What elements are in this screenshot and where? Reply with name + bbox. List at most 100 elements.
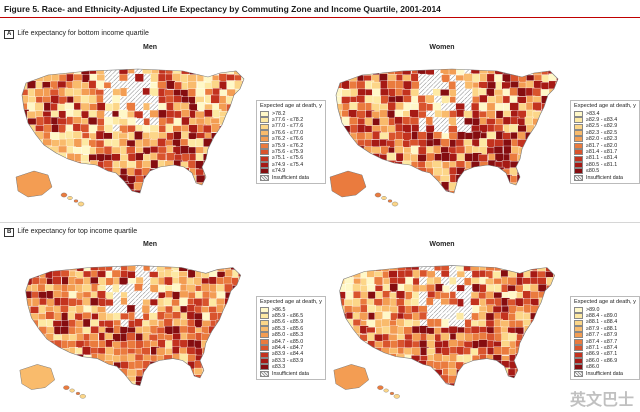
commuting-zone-cell [223, 319, 233, 328]
commuting-zone-cell [553, 290, 555, 300]
commuting-zone-cell [51, 181, 61, 191]
commuting-zone-cell [515, 311, 525, 321]
commuting-zone-cell [533, 190, 543, 193]
commuting-zone-cell [464, 88, 474, 98]
commuting-zone-cell [549, 183, 558, 192]
commuting-zone-cell [241, 116, 244, 126]
commuting-zone-cell [501, 189, 511, 193]
commuting-zone-cell [494, 375, 504, 385]
legend-swatch [260, 130, 269, 137]
commuting-zone-cell [66, 166, 76, 176]
commuting-zone-cell [530, 319, 540, 328]
commuting-zone-cell [396, 290, 406, 300]
commuting-zone-cell [96, 383, 106, 386]
commuting-zone-cell [336, 159, 343, 169]
commuting-zone-cell [479, 167, 490, 177]
commuting-zone-cell [223, 347, 233, 356]
commuting-zone-cell [157, 174, 167, 184]
commuting-zone-cell [464, 189, 474, 193]
panel-a-heading: A Life expectancy for bottom income quart… [4, 30, 149, 39]
legend-label: >83.4 [586, 110, 600, 117]
commuting-zone-cell [126, 283, 136, 293]
commuting-zone-cell [359, 311, 369, 321]
commuting-zone-cell [367, 382, 377, 386]
commuting-zone-cell [53, 367, 63, 377]
commuting-zone-cell [546, 277, 555, 286]
commuting-zone-cell [22, 123, 29, 133]
commuting-zone-cell [179, 368, 189, 378]
commuting-zone-cell [526, 124, 536, 134]
commuting-zone-cell [479, 94, 489, 104]
commuting-zone-cell [90, 297, 100, 307]
legend-swatch [260, 338, 269, 345]
commuting-zone-cell [556, 69, 558, 77]
commuting-zone-cell [541, 95, 551, 105]
commuting-zone-cell [242, 88, 244, 97]
commuting-zone-cell [234, 124, 244, 133]
commuting-zone-cell [526, 182, 536, 192]
legend-label: ≥84.4 - ≤84.7 [272, 345, 304, 352]
commuting-zone-cell [388, 190, 398, 193]
commuting-zone-cell [68, 376, 78, 385]
commuting-zone-cell [397, 367, 406, 377]
commuting-zone-cell [396, 353, 406, 363]
commuting-zone-cell [104, 124, 114, 133]
commuting-zone-cell [356, 161, 366, 171]
commuting-zone-cell [52, 348, 62, 357]
commuting-zone-cell [375, 375, 385, 384]
commuting-zone-cell [339, 318, 347, 328]
commuting-zone-cell [552, 284, 555, 293]
watermark-logo: 英文巴士 [569, 390, 634, 409]
commuting-zone-cell [336, 73, 343, 83]
legend-swatch [574, 345, 583, 352]
commuting-zone-cell [364, 190, 374, 193]
commuting-zone-cell [533, 168, 543, 178]
commuting-zone-cell [541, 124, 551, 134]
commuting-zone-cell [545, 348, 555, 357]
commuting-zone-cell [556, 139, 558, 149]
commuting-zone-cell [216, 347, 226, 357]
commuting-zone-cell [179, 353, 189, 363]
commuting-zone-cell [433, 167, 443, 176]
commuting-zone-cell [389, 382, 399, 386]
commuting-zone-cell [410, 175, 420, 185]
commuting-zone-cell [356, 80, 366, 90]
commuting-zone-cell [242, 131, 244, 141]
commuting-zone-cell [508, 332, 518, 342]
commuting-zone-cell [25, 270, 33, 279]
legend-label: ≥75.6 - ≤75.9 [272, 149, 304, 156]
commuting-zone-cell [540, 160, 551, 170]
commuting-zone-cell [540, 183, 550, 193]
legend-swatch [260, 168, 269, 175]
commuting-zone-cell [557, 131, 558, 140]
commuting-zone-cell [180, 145, 190, 155]
commuting-zone-cell [28, 69, 38, 75]
commuting-zone-cell [548, 88, 558, 98]
commuting-zone-cell [548, 168, 558, 178]
commuting-zone-cell [98, 376, 108, 385]
commuting-zone-cell [364, 174, 374, 184]
legend-entry: ≥77.6 - ≤78.2 [260, 117, 322, 124]
commuting-zone-cell [530, 291, 540, 300]
commuting-zone-cell [233, 117, 243, 127]
commuting-zone-cell [425, 188, 435, 193]
commuting-zone-cell [456, 375, 466, 384]
commuting-zone-cell [508, 382, 518, 386]
commuting-zone-cell [517, 69, 527, 76]
legend-swatch [260, 319, 269, 326]
commuting-zone-cell [549, 125, 558, 134]
commuting-zone-cell [463, 312, 473, 321]
legend-label: ≥82.3 - ≤82.5 [586, 129, 618, 136]
legend-label: ≥84.7 - ≤85.0 [272, 338, 304, 345]
commuting-zone-cell [82, 375, 92, 385]
commuting-zone-cell [234, 139, 244, 148]
commuting-zone-cell [537, 340, 547, 350]
commuting-zone-cell [81, 145, 91, 155]
commuting-zone-cell [113, 376, 123, 385]
legend-entry-insufficient: Insufficient data [260, 371, 322, 377]
legend-entry: ≥76.2 - ≤76.6 [260, 136, 322, 143]
commuting-zone-cell [224, 340, 234, 349]
commuting-zone-cell [530, 375, 540, 385]
commuting-zone-cell [241, 146, 244, 155]
commuting-zone-cell [238, 283, 241, 292]
